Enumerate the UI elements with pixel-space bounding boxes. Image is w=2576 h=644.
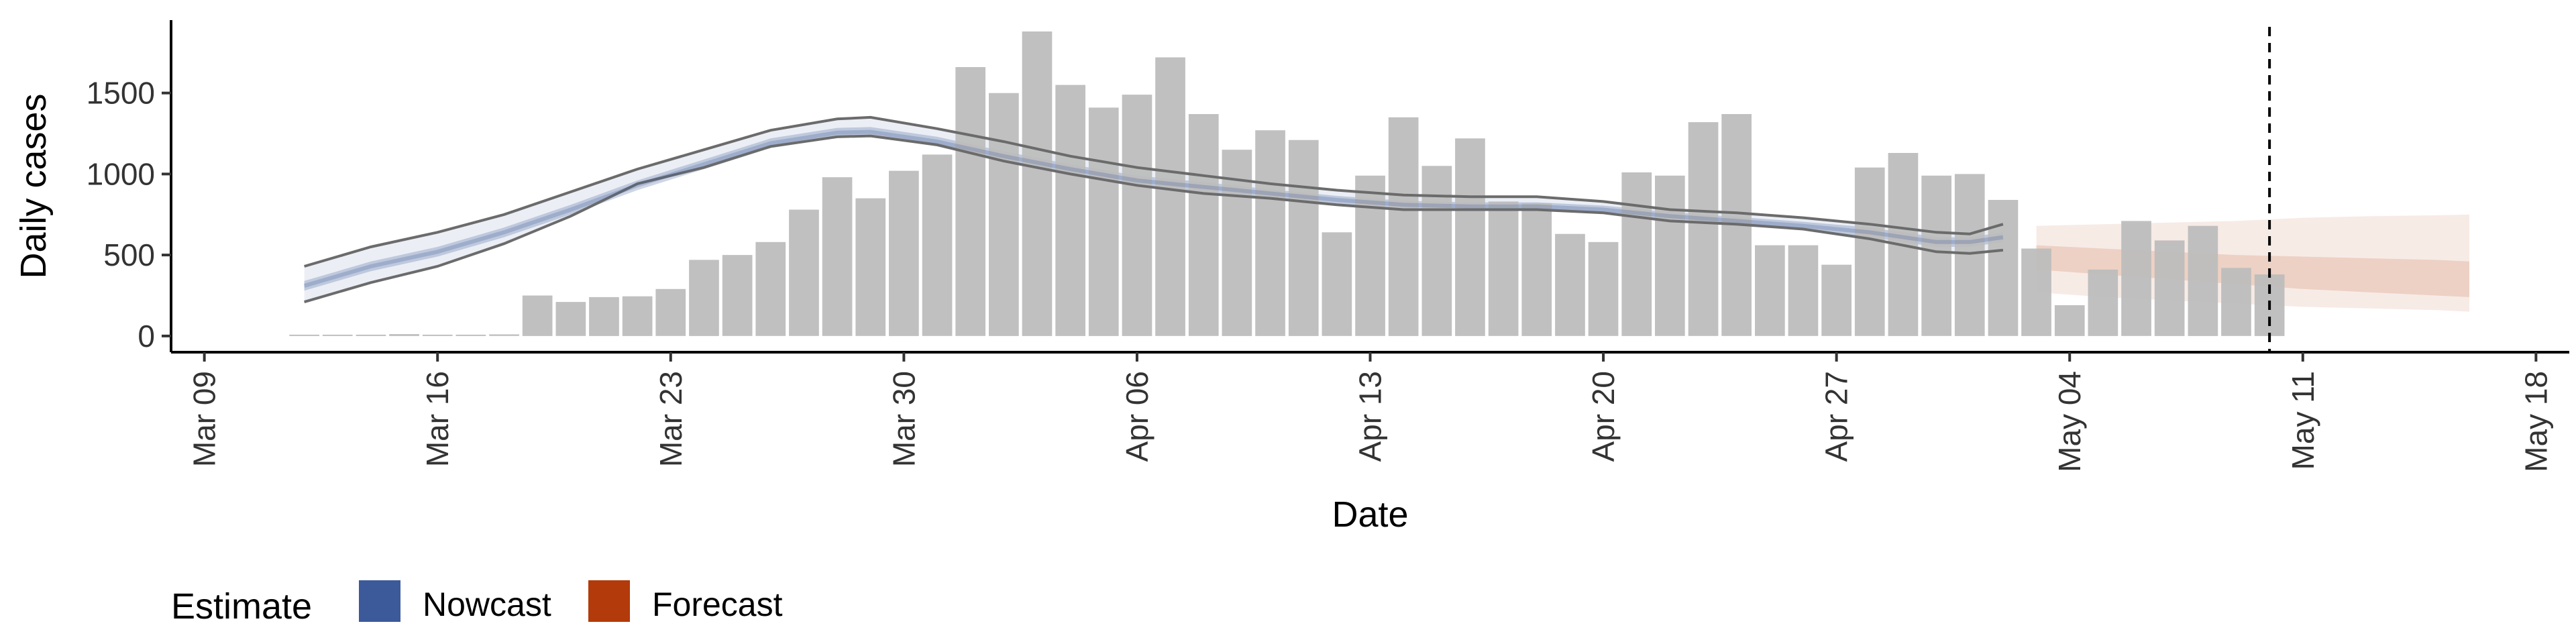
case-bar <box>955 67 985 336</box>
x-tick-label: Apr 13 <box>1353 371 1388 462</box>
x-tick-label: May 11 <box>2286 371 2320 470</box>
case-bar <box>1388 117 1419 336</box>
case-bar <box>1555 233 1585 336</box>
y-tick-label: 0 <box>138 319 155 354</box>
case-bars <box>289 31 2285 336</box>
case-bar <box>1688 122 1719 336</box>
case-bar <box>455 334 486 336</box>
axes: 0 500 1000 1500 Mar 09 Mar 16 Mar 23 Mar 30 Apr… <box>13 20 2569 535</box>
legend: Estimate Nowcast Forecast <box>171 580 783 627</box>
x-tick-label: Apr 20 <box>1586 371 1621 462</box>
case-bar <box>389 334 419 336</box>
y-axis-title: Daily cases <box>13 93 54 278</box>
case-bar <box>1655 175 1685 336</box>
case-bar <box>989 93 1019 336</box>
case-bar <box>555 302 586 336</box>
case-bar <box>889 170 919 336</box>
case-bar <box>2021 248 2051 336</box>
case-bar <box>356 334 386 336</box>
case-bar <box>1188 114 1219 336</box>
case-bar <box>522 295 553 336</box>
case-bar <box>2054 305 2085 336</box>
x-tick-label: Apr 27 <box>1819 371 1854 462</box>
x-tick-label: May 18 <box>2518 371 2553 472</box>
case-bar <box>1255 130 1285 336</box>
x-axis-ticks: Mar 09 Mar 16 Mar 23 Mar 30 Apr 06 Apr 13 Apr … <box>187 352 2553 472</box>
nowcast-median-line <box>303 129 2004 288</box>
case-bar <box>1122 95 1152 336</box>
case-bar <box>689 260 719 336</box>
legend-swatch-forecast <box>588 580 630 622</box>
x-tick-label: Mar 16 <box>420 371 455 467</box>
case-bar <box>2088 269 2118 336</box>
case-bar <box>822 177 853 336</box>
x-tick-label: May 04 <box>2052 371 2087 472</box>
legend-label-forecast: Forecast <box>652 586 783 623</box>
case-bar <box>1022 31 1053 336</box>
x-tick-label: Mar 30 <box>886 371 921 467</box>
case-bar <box>289 334 319 336</box>
y-tick-label: 500 <box>103 237 155 272</box>
x-tick-label: Mar 09 <box>187 371 222 467</box>
case-bar <box>1055 85 1085 336</box>
case-bar <box>1288 140 1319 336</box>
case-bar <box>1921 175 1951 336</box>
case-bar <box>1755 245 1785 336</box>
case-bar <box>1788 245 1819 336</box>
case-bar <box>2188 225 2218 336</box>
case-bar <box>922 154 953 336</box>
case-bar <box>2121 221 2151 336</box>
case-bar <box>2154 240 2185 336</box>
case-bar <box>755 241 786 336</box>
nowcast-upper-line <box>304 115 2004 268</box>
case-bar <box>622 296 653 336</box>
x-axis-title: Date <box>1332 494 1408 535</box>
case-bar <box>1521 203 1552 336</box>
case-bar <box>1088 107 1119 336</box>
case-bar <box>322 334 353 336</box>
case-bar <box>1322 232 1352 336</box>
case-bar <box>1854 167 1885 336</box>
legend-title: Estimate <box>171 586 312 627</box>
case-bar <box>1455 138 1485 336</box>
nowcast-lower-line <box>304 134 2004 304</box>
legend-swatch-nowcast <box>359 580 400 622</box>
case-bar <box>855 198 886 336</box>
case-bar <box>1355 175 1385 336</box>
estimate-lines <box>303 115 2004 304</box>
x-tick-label: Mar 23 <box>653 371 688 467</box>
case-bar <box>1588 241 1619 336</box>
case-bar <box>789 209 819 336</box>
case-bar <box>1621 172 1652 336</box>
case-bar <box>722 255 753 336</box>
case-bar <box>422 334 453 336</box>
case-bar <box>589 297 619 336</box>
case-bar <box>1988 200 2019 336</box>
legend-label-nowcast: Nowcast <box>423 586 551 623</box>
case-bar <box>1488 201 1519 336</box>
case-bar <box>489 334 519 336</box>
case-bar <box>1821 264 1851 336</box>
y-axis-ticks: 0 500 1000 1500 <box>87 76 171 354</box>
case-bar <box>1421 166 1452 336</box>
case-bar <box>1155 57 1185 336</box>
x-tick-label: Apr 06 <box>1120 371 1155 462</box>
y-tick-label: 1500 <box>87 76 155 111</box>
legend-items: Nowcast Forecast <box>359 580 783 623</box>
case-bar <box>655 288 686 336</box>
case-bar <box>2221 268 2251 336</box>
case-bar <box>1954 174 1985 336</box>
y-tick-label: 1000 <box>87 156 155 191</box>
